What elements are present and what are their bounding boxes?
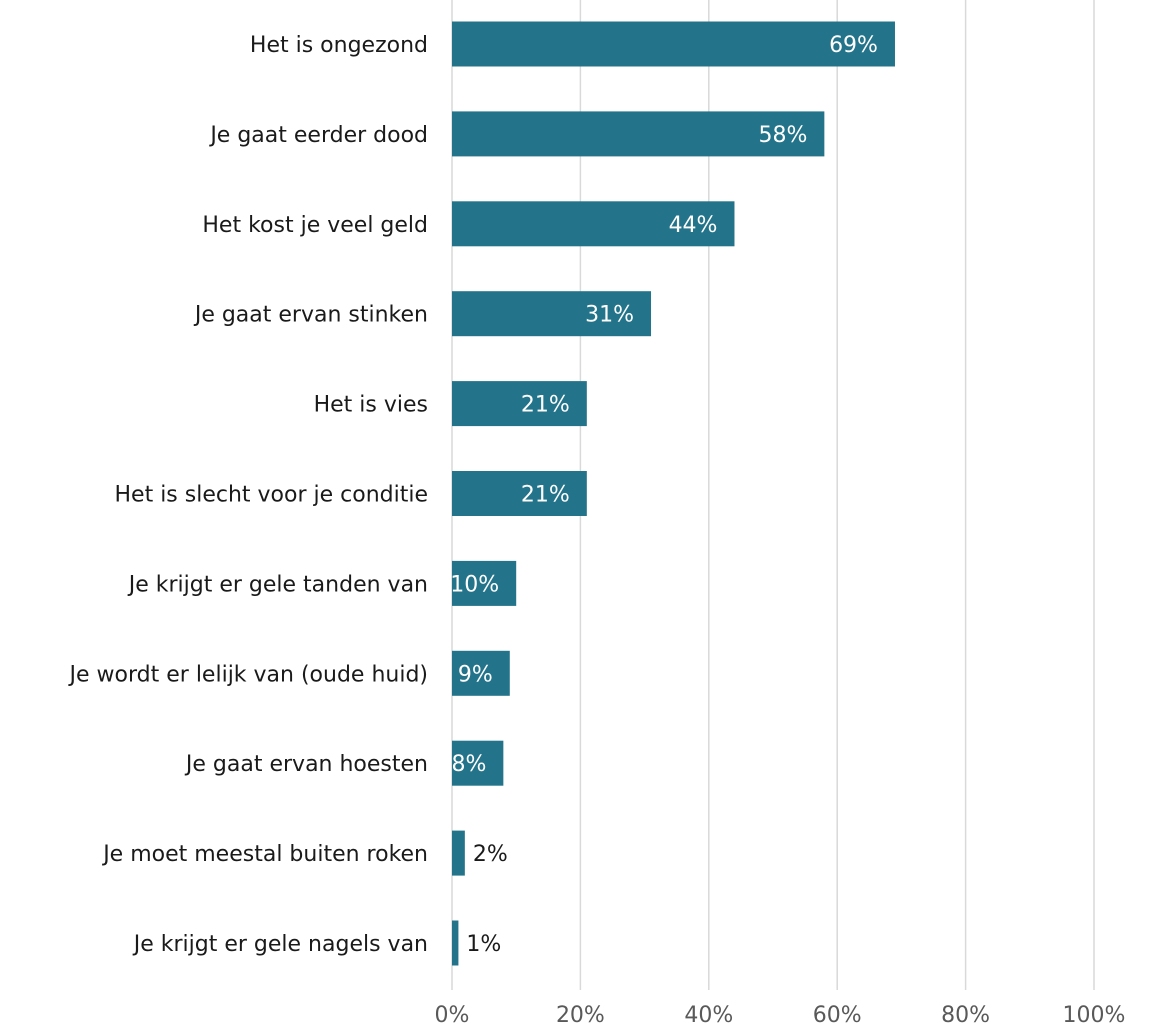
x-tick-label: 80% [941, 1003, 990, 1028]
category-label: Je krijgt er gele tanden van [127, 572, 428, 597]
bar [452, 920, 459, 966]
category-label: Je krijgt er gele nagels van [132, 932, 428, 957]
category-label: Je gaat ervan stinken [193, 303, 428, 328]
bar [452, 560, 517, 606]
x-axis-tick-labels: 0% 20% 40% 60% 80% 100% [435, 1003, 1126, 1028]
bar [452, 381, 587, 427]
bars [452, 21, 895, 966]
bar [452, 111, 825, 157]
category-label: Het kost je veel geld [202, 213, 428, 238]
category-label: Je moet meestal buiten roken [101, 842, 428, 867]
data-label: 10% [450, 572, 499, 597]
data-label: 31% [585, 303, 634, 328]
data-label: 1% [466, 932, 501, 957]
category-label: Je gaat ervan hoesten [184, 752, 428, 777]
data-label: 8% [451, 752, 486, 777]
x-tick-label: 60% [813, 1003, 862, 1028]
category-label: Het is vies [314, 393, 428, 418]
bar [452, 291, 652, 337]
category-label: Je gaat eerder dood [208, 123, 428, 148]
x-tick-label: 100% [1063, 1003, 1126, 1028]
data-label: 58% [758, 123, 807, 148]
bar [452, 201, 735, 247]
data-label: 2% [473, 842, 508, 867]
bar [452, 650, 510, 696]
x-tick-label: 20% [556, 1003, 605, 1028]
data-label: 44% [669, 213, 718, 238]
bar [452, 21, 895, 67]
bar [452, 471, 587, 516]
x-tick-label: 40% [684, 1003, 733, 1028]
category-labels: Het is ongezond Je gaat eerder dood Het ko… [68, 33, 428, 957]
value-labels: 69% 58% 44% 31% 21% 21% 10% 9% 8% 2% 1% [450, 33, 878, 957]
x-tick-label: 0% [435, 1003, 470, 1028]
data-label: 21% [521, 483, 570, 508]
category-label: Het is ongezond [250, 33, 428, 58]
data-label: 9% [458, 662, 493, 687]
category-label: Je wordt er lelijk van (oude huid) [68, 662, 428, 687]
bar [452, 830, 465, 876]
data-label: 21% [521, 393, 570, 418]
data-label: 69% [829, 33, 878, 58]
bar [452, 740, 504, 786]
category-label: Het is slecht voor je conditie [115, 483, 429, 508]
gridlines [451, 0, 1095, 990]
